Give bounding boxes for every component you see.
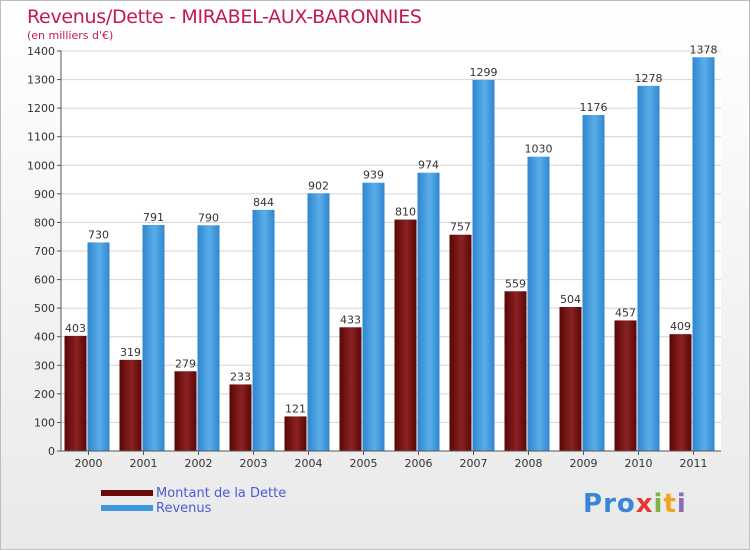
data-label-revenus: 1176 [580,101,608,114]
x-tick-label: 2007 [460,457,488,470]
bar-debt [449,234,472,451]
x-tick-label: 2001 [130,457,158,470]
data-label-debt: 409 [670,320,691,333]
y-tick-label: 800 [34,216,55,229]
bar-revenus [472,79,495,451]
bar-revenus [87,242,110,451]
data-label-revenus: 1299 [470,66,498,79]
y-tick-label: 0 [48,445,55,458]
x-tick-label: 2004 [295,457,323,470]
x-tick-label: 2010 [625,457,653,470]
bar-debt [339,327,362,451]
x-tick-label: 2005 [350,457,378,470]
data-label-debt: 504 [560,293,581,306]
x-tick-label: 2011 [680,457,708,470]
x-tick-label: 2006 [405,457,433,470]
data-label-revenus: 791 [143,211,164,224]
x-tick-label: 2002 [185,457,213,470]
data-label-revenus: 730 [88,228,109,241]
data-label-debt: 233 [230,370,251,383]
bar-debt [64,335,87,451]
x-tick-label: 2009 [570,457,598,470]
data-label-debt: 810 [395,206,416,219]
bar-debt [394,219,417,451]
data-label-debt: 757 [450,221,471,234]
bar-debt [119,359,142,451]
legend-swatch-revenus [101,505,153,511]
data-label-revenus: 939 [363,169,384,182]
bar-revenus [637,85,660,451]
y-tick-label: 600 [34,274,55,287]
data-label-debt: 121 [285,402,306,415]
data-label-revenus: 974 [418,159,439,172]
data-label-debt: 433 [340,313,361,326]
y-tick-label: 500 [34,302,55,315]
y-tick-label: 300 [34,359,55,372]
bar-revenus [527,156,550,451]
y-tick-label: 900 [34,188,55,201]
data-label-revenus: 1030 [525,143,553,156]
data-label-revenus: 1378 [690,43,718,56]
data-label-revenus: 1278 [635,72,663,85]
y-tick-label: 1300 [27,74,55,87]
x-tick-label: 2000 [75,457,103,470]
x-tick-label: 2008 [515,457,543,470]
data-label-revenus: 902 [308,179,329,192]
bar-revenus [582,115,605,451]
chart-title: Revenus/Dette - MIRABEL-AUX-BARONNIES [27,6,422,28]
bar-revenus [252,209,275,451]
bar-revenus [197,225,220,451]
bar-revenus [307,193,330,452]
x-tick-label: 2003 [240,457,268,470]
bar-revenus [692,57,715,452]
y-tick-label: 1200 [27,102,55,115]
data-label-debt: 319 [120,346,141,359]
data-label-debt: 559 [505,277,526,290]
bar-debt [559,307,582,451]
legend-label-debt: Montant de la Dette [156,486,287,501]
data-label-revenus: 844 [253,196,274,209]
y-tick-label: 200 [34,388,55,401]
data-label-debt: 403 [65,322,86,335]
y-tick-label: 1100 [27,131,55,144]
y-tick-label: 1400 [27,45,55,58]
data-label-debt: 279 [175,357,196,370]
bar-revenus [362,182,385,451]
data-label-debt: 457 [615,306,636,319]
proxiti-logo: Proxiti [583,489,687,519]
bar-debt [669,334,692,451]
bar-debt [504,291,527,451]
y-tick-label: 1000 [27,159,55,172]
data-label-revenus: 790 [198,211,219,224]
bar-debt [614,320,637,451]
bar-revenus [417,172,440,451]
legend-label-revenus: Revenus [156,501,212,516]
y-tick-label: 700 [34,245,55,258]
legend-swatch-debt [101,490,153,496]
y-tick-label: 400 [34,331,55,344]
bar-debt [284,416,307,451]
bar-debt [229,384,252,451]
chart-subtitle: (en milliers d'€) [27,29,114,42]
y-tick-label: 100 [34,416,55,429]
bar-debt [174,371,197,451]
bar-revenus [142,225,165,451]
